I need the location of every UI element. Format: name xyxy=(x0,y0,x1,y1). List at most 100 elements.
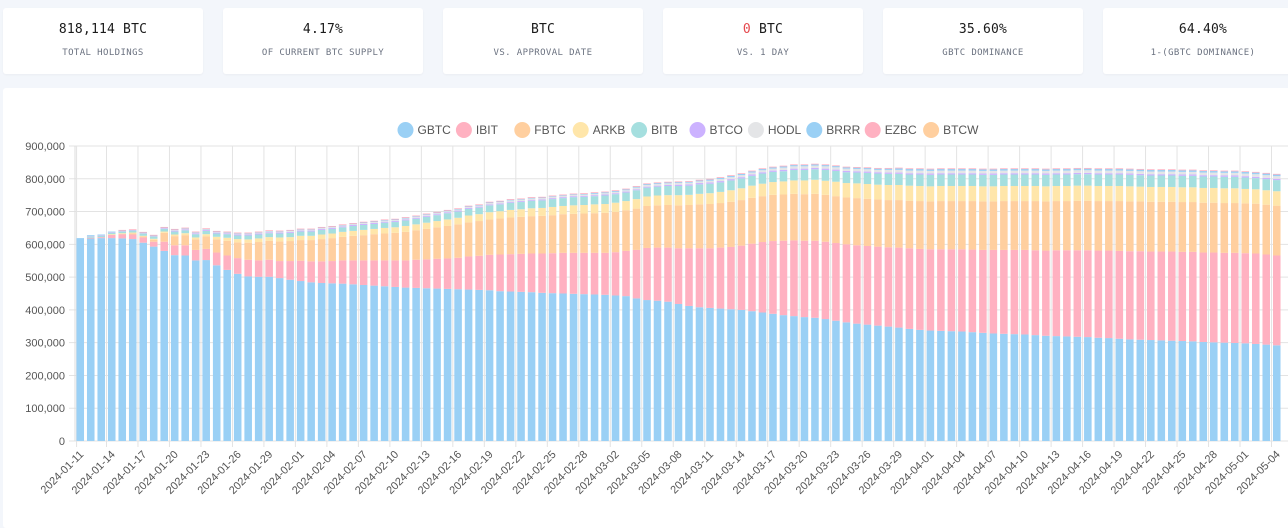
bar-segment-arkb[interactable] xyxy=(496,211,504,219)
bar-segment-arkb[interactable] xyxy=(139,235,148,237)
bar-segment-btco[interactable] xyxy=(328,227,336,229)
bar-segment-hodl[interactable] xyxy=(1230,172,1239,176)
bar-segment-btco[interactable] xyxy=(233,234,242,236)
bar-segment-gbtc[interactable] xyxy=(380,286,389,441)
bar-segment-hodl[interactable] xyxy=(1000,170,1008,174)
bar-segment-fbtc[interactable] xyxy=(1199,202,1208,253)
bar-segment-ezbc[interactable] xyxy=(559,194,567,196)
bar-segment-gbtc[interactable] xyxy=(632,298,641,441)
bar-segment-ezbc[interactable] xyxy=(191,231,200,233)
bar-segment-gbtc[interactable] xyxy=(443,288,452,441)
bar-segment-arkb[interactable] xyxy=(874,184,882,200)
bar-segment-ibit[interactable] xyxy=(506,254,515,292)
bar-segment-ibit[interactable] xyxy=(874,246,882,326)
bar-segment-arkb[interactable] xyxy=(905,185,914,201)
bar-segment-fbtc[interactable] xyxy=(895,200,903,248)
bar-segment-arkb[interactable] xyxy=(212,236,221,240)
bar-segment-hodl[interactable] xyxy=(758,170,767,173)
bar-segment-arkb[interactable] xyxy=(233,239,242,243)
bar-segment-hodl[interactable] xyxy=(338,225,347,227)
bar-segment-btco[interactable] xyxy=(1073,172,1082,175)
bar-segment-bitb[interactable] xyxy=(1272,180,1281,192)
bar-segment-hodl[interactable] xyxy=(1010,170,1019,174)
bar-segment-arkb[interactable] xyxy=(1136,186,1145,202)
bar-segment-ibit[interactable] xyxy=(107,234,116,239)
bar-segment-hodl[interactable] xyxy=(769,168,777,171)
bar-segment-brrr[interactable] xyxy=(716,177,725,180)
bar-segment-ezbc[interactable] xyxy=(506,199,515,200)
bar-segment-hodl[interactable] xyxy=(254,232,263,234)
bar-segment-btco[interactable] xyxy=(1010,173,1019,175)
bar-segment-hodl[interactable] xyxy=(622,190,630,192)
bar-segment-fbtc[interactable] xyxy=(370,234,378,261)
bar-segment-arkb[interactable] xyxy=(1031,185,1040,202)
bar-segment-btco[interactable] xyxy=(496,203,504,205)
bar-segment-fbtc[interactable] xyxy=(139,236,148,238)
bar-segment-arkb[interactable] xyxy=(391,227,399,233)
bar-segment-arkb[interactable] xyxy=(1063,185,1071,202)
bar-segment-ibit[interactable] xyxy=(1052,250,1061,337)
bar-segment-gbtc[interactable] xyxy=(1052,336,1061,441)
bar-segment-ibit[interactable] xyxy=(1136,251,1145,340)
bar-segment-ezbc[interactable] xyxy=(695,179,704,181)
bar-segment-arkb[interactable] xyxy=(779,181,788,195)
bar-segment-hodl[interactable] xyxy=(370,222,378,224)
bar-segment-ezbc[interactable] xyxy=(601,191,609,193)
bar-segment-ibit[interactable] xyxy=(464,256,473,290)
bar-segment-arkb[interactable] xyxy=(1073,185,1082,201)
bar-segment-hodl[interactable] xyxy=(853,168,861,172)
bar-segment-fbtc[interactable] xyxy=(517,216,525,254)
bar-segment-gbtc[interactable] xyxy=(433,288,441,441)
bar-segment-hodl[interactable] xyxy=(958,170,966,174)
bar-segment-ibit[interactable] xyxy=(1084,250,1092,338)
bar-segment-bitb[interactable] xyxy=(86,236,95,238)
bar-segment-gbtc[interactable] xyxy=(1220,342,1229,441)
bar-segment-ibit[interactable] xyxy=(307,261,315,283)
bar-segment-brrr[interactable] xyxy=(863,167,872,170)
bar-segment-btco[interactable] xyxy=(317,228,326,230)
bar-segment-gbtc[interactable] xyxy=(244,276,252,441)
bar-segment-fbtc[interactable] xyxy=(653,205,662,248)
bar-segment-fbtc[interactable] xyxy=(1084,200,1092,251)
bar-segment-ezbc[interactable] xyxy=(412,215,420,217)
bar-segment-fbtc[interactable] xyxy=(212,239,221,253)
bar-segment-ibit[interactable] xyxy=(1272,255,1281,346)
bar-segment-gbtc[interactable] xyxy=(517,291,525,441)
bar-segment-btco[interactable] xyxy=(1209,175,1218,177)
bar-segment-brrr[interactable] xyxy=(916,168,924,171)
bar-segment-brrr[interactable] xyxy=(1251,172,1260,175)
bar-segment-ibit[interactable] xyxy=(1042,250,1050,336)
bar-segment-arkb[interactable] xyxy=(811,179,819,194)
bar-segment-ezbc[interactable] xyxy=(937,168,945,170)
bar-segment-arkb[interactable] xyxy=(1199,187,1208,203)
bar-segment-arkb[interactable] xyxy=(979,186,987,202)
bar-segment-bitb[interactable] xyxy=(1241,177,1250,189)
bar-segment-gbtc[interactable] xyxy=(233,273,242,441)
bar-segment-bitb[interactable] xyxy=(212,233,221,237)
bar-segment-gbtc[interactable] xyxy=(422,288,431,441)
bar-segment-btco[interactable] xyxy=(674,184,683,186)
bar-segment-fbtc[interactable] xyxy=(1094,201,1103,251)
bar-segment-fbtc[interactable] xyxy=(338,236,347,261)
bar-segment-arkb[interactable] xyxy=(1021,185,1029,202)
bar-segment-gbtc[interactable] xyxy=(874,325,882,441)
bar-segment-hodl[interactable] xyxy=(1126,170,1134,174)
bar-segment-btco[interactable] xyxy=(643,186,651,188)
bar-segment-btco[interactable] xyxy=(779,169,788,172)
bar-segment-ezbc[interactable] xyxy=(296,228,305,230)
bar-segment-brrr[interactable] xyxy=(496,201,504,203)
bar-segment-hodl[interactable] xyxy=(422,214,431,216)
bar-segment-ibit[interactable] xyxy=(716,247,725,309)
bar-segment-fbtc[interactable] xyxy=(496,218,504,255)
bar-segment-brrr[interactable] xyxy=(884,168,893,170)
bar-segment-gbtc[interactable] xyxy=(979,332,987,441)
bar-segment-hodl[interactable] xyxy=(380,220,389,222)
bar-segment-ibit[interactable] xyxy=(685,248,693,306)
bar-segment-gbtc[interactable] xyxy=(454,289,462,441)
bar-segment-brrr[interactable] xyxy=(842,167,851,169)
bar-segment-btco[interactable] xyxy=(937,173,945,175)
bar-segment-brrr[interactable] xyxy=(485,202,494,204)
bar-segment-brrr[interactable] xyxy=(548,195,557,197)
bar-segment-gbtc[interactable] xyxy=(947,331,956,441)
bar-segment-btco[interactable] xyxy=(1094,173,1103,175)
